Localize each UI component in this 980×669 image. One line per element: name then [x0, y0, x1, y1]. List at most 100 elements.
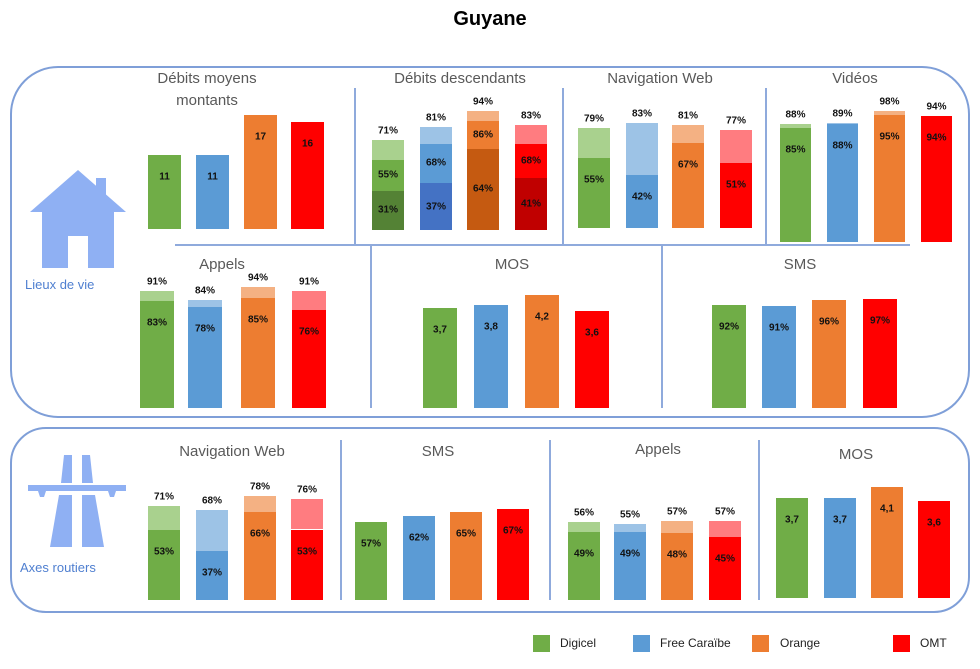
data-label: 55% [619, 509, 641, 521]
bar-segment-digicel [780, 128, 811, 242]
bar-segment-orange [874, 114, 905, 242]
data-label: 91% [146, 276, 168, 288]
bar-segment-orange [450, 511, 482, 600]
data-label: 83% [146, 317, 168, 329]
data-label: 57% [360, 538, 382, 550]
data-label: 81% [677, 110, 699, 122]
bar-segment-free-caraïbe [420, 143, 452, 183]
bar-segment-orange [525, 294, 559, 408]
panel-title: Débits descendants [394, 70, 526, 87]
data-label: 3,6 [927, 517, 941, 529]
legend-swatch [752, 635, 769, 652]
data-label: 71% [153, 491, 175, 503]
data-label: 49% [619, 548, 641, 560]
data-label: 85% [247, 314, 269, 326]
bar-segment-digicel [140, 290, 174, 301]
bar-segment-omt [292, 309, 326, 408]
bar-segment-free-caraïbe [474, 305, 508, 408]
bar-segment-digicel [140, 300, 174, 408]
data-label: 55% [377, 169, 399, 181]
divider [661, 246, 663, 408]
panel-title: MOS [494, 256, 530, 273]
bar-segment-digicel [780, 124, 811, 129]
bar-segment-omt [575, 310, 609, 408]
data-label: 97% [869, 315, 891, 327]
panel-title: Appels [635, 441, 681, 458]
bar-segment-orange [467, 148, 499, 230]
data-label: 57% [666, 506, 688, 518]
data-label: 92% [718, 321, 740, 333]
panel-title: MOS [838, 446, 874, 463]
bar-segment-omt [515, 143, 547, 178]
bar-segment-orange [467, 120, 499, 149]
bar-segment-orange [467, 110, 499, 121]
bar-segment-omt [291, 121, 324, 229]
bar-segment-orange [672, 125, 704, 143]
data-label: 55% [583, 174, 605, 186]
bar-segment-digicel [568, 531, 600, 600]
data-label: 4,1 [880, 503, 894, 515]
data-label: 64% [472, 183, 494, 195]
data-label: 31% [377, 204, 399, 216]
data-label: 45% [714, 553, 736, 565]
bar-segment-free-caraïbe [420, 183, 452, 230]
data-label: 3,8 [484, 321, 498, 333]
divider [758, 440, 760, 600]
bar-segment-digicel [148, 155, 181, 229]
bar-segment-free-caraïbe [824, 498, 856, 598]
legend-swatch [633, 635, 650, 652]
data-label: 3,7 [785, 514, 799, 526]
bar-segment-free-caraïbe [196, 509, 228, 551]
bar-segment-free-caraïbe [614, 523, 646, 532]
bar-segment-digicel [355, 522, 387, 600]
bar-segment-orange [661, 520, 693, 534]
bar-segment-omt [918, 500, 950, 598]
legend-label: Free Caraïbe [660, 636, 731, 650]
data-label: 41% [520, 198, 542, 210]
data-label: 37% [201, 567, 223, 579]
bar-segment-digicel [578, 127, 610, 159]
bar-segment-omt [291, 498, 323, 530]
data-label: 83% [520, 110, 542, 122]
legend-swatch [533, 635, 550, 652]
data-label: 86% [472, 129, 494, 141]
bar-segment-omt [720, 130, 752, 164]
panel-title: Débits moyens montants [157, 70, 257, 109]
data-label: 3,7 [433, 324, 447, 336]
bar-segment-omt [863, 299, 897, 408]
bar-segment-omt [921, 116, 952, 242]
bar-segment-orange [661, 533, 693, 600]
data-label: 17 [254, 131, 267, 143]
data-label: 84% [194, 285, 216, 297]
bar-segment-digicel [372, 160, 404, 191]
data-label: 76% [298, 326, 320, 338]
bar-segment-omt [515, 124, 547, 144]
divider [340, 440, 342, 600]
data-label: 79% [583, 113, 605, 125]
divider [175, 244, 910, 246]
bar-segment-orange [812, 300, 846, 408]
panel-title: Vidéos [832, 70, 878, 87]
bar-segment-omt [515, 177, 547, 230]
data-label: 53% [296, 546, 318, 557]
bar-segment-free-caraïbe [762, 306, 796, 408]
data-label: 94% [472, 96, 494, 108]
bar-segment-digicel [712, 304, 746, 408]
data-label: 62% [408, 532, 430, 544]
data-label: 85% [785, 144, 806, 156]
data-label: 51% [725, 179, 747, 191]
data-label: 67% [677, 159, 699, 171]
bar-segment-free-caraïbe [196, 550, 228, 600]
house-icon [30, 170, 126, 268]
divider [765, 88, 767, 244]
bar-segment-omt [292, 290, 326, 310]
data-label: 16 [301, 138, 314, 150]
data-label: 68% [520, 155, 542, 167]
bar-segment-digicel [148, 505, 180, 530]
highway-icon [28, 455, 126, 547]
data-label: 88% [785, 109, 806, 121]
data-label: 91% [298, 276, 320, 288]
divider [354, 88, 356, 244]
bar-segment-free-caraïbe [188, 307, 222, 408]
panel-title: SMS [421, 443, 455, 460]
